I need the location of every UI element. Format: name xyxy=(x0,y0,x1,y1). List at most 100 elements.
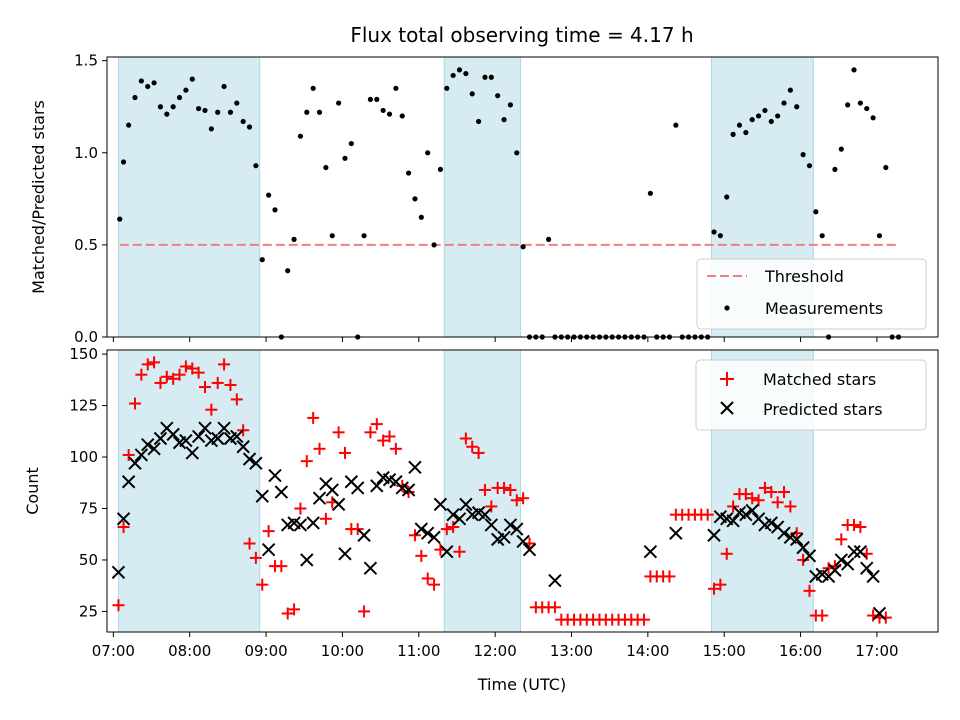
matched-stars-point xyxy=(122,448,135,461)
measurement-point xyxy=(864,105,870,112)
predicted-stars-point xyxy=(255,489,269,503)
matched-stars-point xyxy=(854,521,867,534)
top-x-ticks xyxy=(112,337,878,342)
bottom-y-axis-label: Count xyxy=(23,467,42,515)
predicted-stars-point xyxy=(745,503,759,518)
measurement-point xyxy=(259,257,265,263)
measurement-point xyxy=(475,118,482,125)
measurement-point xyxy=(469,91,475,97)
predicted-stars-point xyxy=(522,542,537,557)
y-tick-label: 50 xyxy=(79,551,98,569)
x-tick-label: 13:00 xyxy=(550,642,593,660)
measurement-point xyxy=(196,105,202,112)
matched-stars-point xyxy=(211,376,224,389)
matched-stars-point xyxy=(803,584,816,597)
predicted-stars-point xyxy=(147,442,161,456)
predicted-stars-point xyxy=(503,518,518,532)
measurement-point xyxy=(545,236,552,242)
measurement-point xyxy=(342,155,348,161)
measurement-point xyxy=(425,150,431,156)
bottom-legend-box xyxy=(695,359,927,431)
measurement-point xyxy=(234,100,240,106)
y-tick-label: 75 xyxy=(79,499,98,517)
matched-stars-point xyxy=(708,582,721,595)
predicted-stars-point xyxy=(840,557,855,571)
measurement-point xyxy=(399,113,405,119)
matched-stars-point xyxy=(548,601,561,614)
shaded-interval-2 xyxy=(443,56,522,338)
matched-stars-point xyxy=(198,381,211,394)
chart-title: Flux total observing time = 4.17 h xyxy=(350,23,693,47)
matched-stars-point xyxy=(517,492,530,505)
matched-stars-point xyxy=(358,605,371,618)
matched-stars-point xyxy=(472,446,485,459)
predicted-stars-point xyxy=(116,512,131,526)
predicted-stars-point xyxy=(802,549,817,563)
measurement-point xyxy=(208,126,214,132)
measurement-point xyxy=(463,70,469,77)
predicted-stars-point xyxy=(497,530,511,545)
predicted-stars-point xyxy=(153,431,168,446)
measurement-point xyxy=(444,85,450,91)
x-tick-label: 17:00 xyxy=(855,642,898,660)
predicted-stars-point xyxy=(408,460,422,475)
matched-stars-point xyxy=(714,578,727,591)
predicted-stars-point xyxy=(777,526,791,540)
measurement-point xyxy=(482,74,488,80)
y-tick-label: 0.0 xyxy=(74,328,98,346)
predicted-stars-point xyxy=(853,545,868,559)
matched-stars-point xyxy=(237,424,250,437)
y-tick-label: 0.5 xyxy=(74,236,98,254)
matched-stars-point xyxy=(638,613,651,626)
matched-stars-point xyxy=(402,486,415,499)
matched-stars-point xyxy=(112,599,125,612)
matched-stars-point xyxy=(205,403,218,416)
legend-measurements-swatch xyxy=(724,305,730,311)
predicted-stars-point xyxy=(510,522,524,536)
predicted-stars-point xyxy=(166,427,180,442)
measurement-point xyxy=(285,268,291,274)
matched-stars-point xyxy=(663,570,676,583)
measurement-point xyxy=(851,67,857,73)
x-tick-label: 09:00 xyxy=(244,642,287,660)
matched-stars-point xyxy=(135,368,148,381)
measurement-point xyxy=(157,104,164,110)
measurement-point xyxy=(501,117,507,123)
predicted-stars-point xyxy=(764,516,778,530)
matched-stars-point xyxy=(313,442,326,455)
matched-stars-point xyxy=(148,356,161,369)
measurement-point xyxy=(240,118,246,125)
predicted-stars-point xyxy=(433,497,448,512)
matched-stars-point xyxy=(351,523,364,536)
matched-stars-point xyxy=(192,366,205,379)
predicted-stars-point xyxy=(446,507,460,522)
measurement-point xyxy=(832,166,838,172)
predicted-stars-point xyxy=(141,437,155,452)
measurement-point xyxy=(711,229,717,235)
measurement-point xyxy=(857,100,863,106)
matched-stars-point xyxy=(510,494,523,507)
y-tick-label: 100 xyxy=(69,448,98,466)
measurement-point xyxy=(138,78,144,84)
predicted-stars-point xyxy=(790,532,804,547)
measurement-point xyxy=(456,67,463,73)
matched-stars-point xyxy=(428,578,441,591)
x-axis-label: Time (UTC) xyxy=(477,675,566,694)
matched-stars-point xyxy=(478,483,491,496)
matched-stars-point xyxy=(447,521,460,534)
predicted-stars-point xyxy=(669,526,683,540)
matched-stars-point xyxy=(173,368,186,381)
measurement-point xyxy=(374,96,380,102)
predicted-stars-point xyxy=(847,545,861,559)
measurement-point xyxy=(755,113,762,119)
measurement-point xyxy=(806,163,813,169)
predicted-stars-point xyxy=(331,497,346,512)
measurement-point xyxy=(520,244,526,250)
predicted-stars-point xyxy=(179,433,193,448)
matched-stars-point xyxy=(167,372,180,385)
predicted-stars-point xyxy=(185,446,199,460)
predicted-stars-point xyxy=(796,540,810,555)
predicted-stars-point xyxy=(217,421,231,435)
matched-stars-point xyxy=(300,455,313,468)
matched-stars-point xyxy=(797,553,810,566)
